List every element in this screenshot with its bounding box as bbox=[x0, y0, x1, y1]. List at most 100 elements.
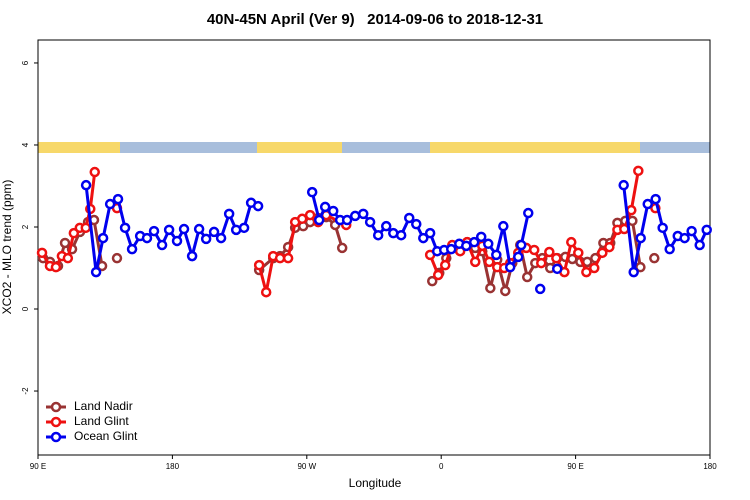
y-tick-label: 4 bbox=[21, 142, 30, 147]
point bbox=[104, 198, 116, 210]
point bbox=[193, 223, 205, 235]
point bbox=[80, 179, 92, 191]
point bbox=[484, 256, 495, 268]
point bbox=[156, 239, 168, 251]
point bbox=[498, 220, 509, 232]
point bbox=[141, 232, 153, 244]
point bbox=[445, 243, 457, 255]
point bbox=[313, 214, 325, 226]
point bbox=[657, 222, 668, 234]
point bbox=[469, 256, 481, 268]
y-tick-label: 2 bbox=[21, 224, 30, 229]
point bbox=[223, 208, 235, 220]
y-axis-label: XCO2 - MLO trend (ppm) bbox=[0, 180, 14, 315]
point bbox=[200, 233, 212, 245]
point bbox=[89, 166, 100, 178]
point bbox=[686, 225, 697, 237]
point bbox=[260, 286, 272, 298]
point bbox=[319, 201, 331, 213]
point bbox=[551, 252, 562, 264]
point bbox=[664, 243, 675, 255]
legend-marker bbox=[50, 431, 62, 443]
x-tick-label: 180 bbox=[166, 462, 180, 471]
x-tick-label: 90 E bbox=[567, 462, 583, 471]
point bbox=[111, 252, 123, 264]
point bbox=[171, 235, 183, 247]
point bbox=[649, 252, 660, 264]
point bbox=[306, 186, 318, 198]
point bbox=[282, 252, 294, 264]
point bbox=[90, 266, 102, 278]
point bbox=[208, 226, 220, 238]
point bbox=[635, 232, 646, 244]
x-tick-label: 0 bbox=[439, 462, 444, 471]
legend-marker bbox=[50, 416, 62, 428]
point bbox=[80, 222, 92, 234]
legend-marker bbox=[50, 401, 62, 413]
x-tick-label: 90 E bbox=[30, 462, 46, 471]
point bbox=[468, 236, 480, 248]
point bbox=[357, 208, 369, 220]
point bbox=[119, 222, 131, 234]
point bbox=[215, 232, 227, 244]
point bbox=[439, 259, 451, 271]
point bbox=[534, 283, 546, 295]
x-tick-label: 180 bbox=[703, 462, 717, 471]
y-tick-label: 0 bbox=[21, 306, 30, 311]
point bbox=[97, 232, 109, 244]
point bbox=[628, 266, 639, 278]
point bbox=[544, 246, 555, 258]
x-tick-label: 90 W bbox=[297, 462, 316, 471]
point bbox=[163, 224, 175, 236]
point bbox=[515, 239, 527, 251]
point bbox=[426, 275, 438, 287]
point bbox=[679, 232, 690, 244]
point bbox=[327, 205, 339, 217]
point bbox=[635, 261, 646, 273]
y-tick-label: -2 bbox=[21, 387, 30, 395]
point bbox=[485, 282, 496, 294]
point bbox=[112, 193, 124, 205]
point bbox=[536, 257, 547, 269]
point bbox=[59, 237, 71, 249]
point bbox=[528, 244, 540, 256]
point bbox=[274, 252, 286, 264]
point bbox=[513, 251, 524, 263]
point bbox=[475, 231, 487, 243]
legend-label: Land Glint bbox=[74, 414, 129, 428]
point bbox=[252, 200, 264, 212]
chart-title: 40N-45N April (Ver 9) 2014-09-06 to 2018… bbox=[207, 11, 543, 28]
point bbox=[148, 225, 160, 237]
point bbox=[589, 262, 600, 274]
point bbox=[521, 271, 533, 283]
point bbox=[633, 165, 644, 177]
point bbox=[126, 243, 138, 255]
point bbox=[296, 213, 308, 225]
point bbox=[551, 263, 563, 275]
plot-frame bbox=[37, 39, 711, 456]
point bbox=[618, 179, 629, 191]
point bbox=[566, 236, 577, 248]
point bbox=[36, 247, 48, 259]
point bbox=[604, 241, 615, 253]
point bbox=[461, 240, 472, 252]
y-tick-label: 6 bbox=[21, 60, 30, 65]
point bbox=[626, 204, 637, 216]
point bbox=[178, 223, 190, 235]
point bbox=[186, 250, 198, 262]
point bbox=[701, 224, 712, 236]
point bbox=[349, 210, 361, 222]
point bbox=[253, 259, 265, 271]
point bbox=[403, 212, 415, 224]
point bbox=[380, 220, 392, 232]
point bbox=[341, 214, 353, 226]
point bbox=[424, 227, 436, 239]
legend-label: Ocean Glint bbox=[74, 429, 138, 443]
point bbox=[62, 252, 74, 264]
point bbox=[364, 216, 376, 228]
point bbox=[581, 266, 592, 278]
point bbox=[411, 218, 422, 230]
point bbox=[238, 222, 250, 234]
point bbox=[500, 285, 511, 297]
